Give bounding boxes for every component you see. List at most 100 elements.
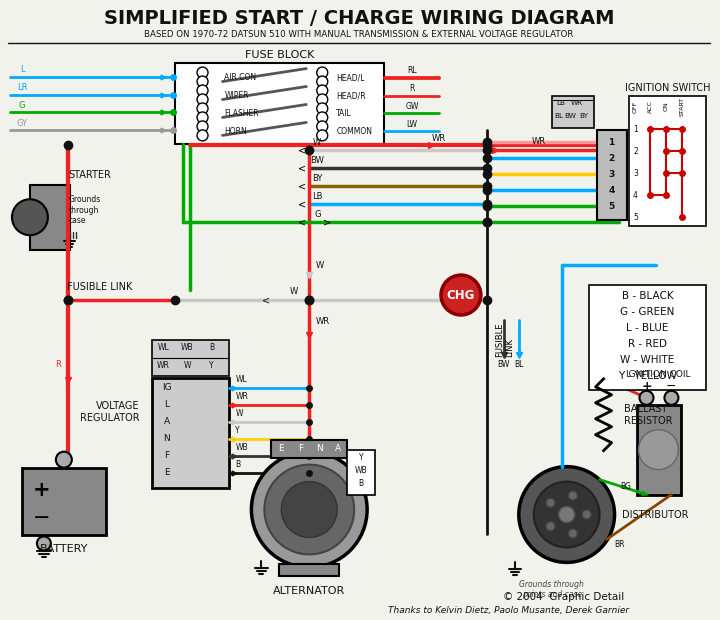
Text: W: W	[235, 409, 243, 419]
Text: IG: IG	[162, 383, 171, 392]
Text: RL: RL	[408, 66, 417, 75]
Text: WIPER: WIPER	[225, 91, 249, 100]
Text: ACC: ACC	[648, 100, 653, 113]
Text: WL: WL	[158, 343, 169, 352]
Text: Thanks to Kelvin Dietz, Paolo Musante, Derek Garnier: Thanks to Kelvin Dietz, Paolo Musante, D…	[388, 606, 629, 615]
Text: WB: WB	[235, 443, 248, 452]
Circle shape	[317, 121, 328, 132]
Text: W - WHITE: W - WHITE	[621, 355, 675, 365]
Text: <: <	[298, 199, 306, 209]
Circle shape	[534, 482, 600, 547]
Text: BL: BL	[554, 113, 563, 120]
Text: COMMON: COMMON	[336, 127, 372, 136]
Text: R - RED: R - RED	[628, 339, 667, 349]
Text: WR: WR	[315, 317, 329, 327]
Text: ON: ON	[664, 102, 669, 112]
Circle shape	[197, 94, 208, 105]
Bar	[589, 285, 706, 390]
Text: 3: 3	[608, 170, 615, 179]
Circle shape	[56, 451, 72, 467]
Text: BASED ON 1970-72 DATSUN 510 WITH MANUAL TRANSMISSION & EXTERNAL VOLTAGE REGULATO: BASED ON 1970-72 DATSUN 510 WITH MANUAL …	[145, 30, 574, 39]
Text: FUSE BLOCK: FUSE BLOCK	[245, 50, 314, 60]
Text: DISTRIBUTOR: DISTRIBUTOR	[621, 510, 688, 520]
Text: 1: 1	[608, 138, 615, 147]
Text: −: −	[33, 508, 50, 528]
Text: B - BLACK: B - BLACK	[621, 291, 673, 301]
Text: <: <	[298, 217, 306, 227]
Circle shape	[12, 199, 48, 235]
Text: Y: Y	[235, 426, 240, 435]
Circle shape	[665, 391, 678, 405]
Text: E: E	[163, 468, 169, 477]
Text: W: W	[290, 286, 298, 296]
Circle shape	[197, 67, 208, 78]
Bar	[347, 450, 375, 495]
Text: N: N	[316, 444, 323, 453]
Text: W: W	[184, 361, 192, 370]
Text: OFF: OFF	[633, 100, 638, 113]
Text: IGNITION COIL: IGNITION COIL	[626, 370, 690, 379]
Text: L: L	[164, 401, 169, 409]
Text: B: B	[209, 343, 214, 352]
Text: FLASHER: FLASHER	[225, 109, 259, 118]
Text: 3: 3	[633, 169, 638, 178]
Text: VOLTAGE: VOLTAGE	[96, 401, 140, 411]
Text: WL: WL	[235, 375, 247, 384]
Text: BG: BG	[621, 482, 631, 491]
Circle shape	[546, 522, 555, 531]
Text: Y: Y	[210, 361, 214, 370]
Text: >: >	[323, 217, 331, 227]
Circle shape	[317, 85, 328, 96]
Circle shape	[251, 451, 367, 567]
Text: LR: LR	[17, 83, 27, 92]
Text: A: A	[335, 444, 341, 453]
Text: WR: WR	[432, 134, 446, 143]
Text: STARTER: STARTER	[69, 170, 112, 180]
Text: TAIL: TAIL	[336, 109, 352, 118]
Text: 5: 5	[608, 202, 615, 211]
Text: HEAD/R: HEAD/R	[336, 91, 366, 100]
Text: W: W	[313, 138, 321, 147]
Text: Y - YELLOW: Y - YELLOW	[618, 371, 677, 381]
Circle shape	[317, 130, 328, 141]
Text: ALTERNATOR: ALTERNATOR	[273, 587, 346, 596]
Text: G - GREEN: G - GREEN	[621, 307, 675, 317]
Text: Grounds
through
case: Grounds through case	[69, 195, 101, 225]
Text: 1: 1	[633, 125, 638, 134]
Circle shape	[441, 275, 481, 315]
Circle shape	[317, 112, 328, 123]
Text: R: R	[410, 84, 415, 93]
Text: +: +	[642, 380, 652, 393]
Text: Grounds through
points and case: Grounds through points and case	[519, 580, 584, 599]
Text: L: L	[19, 65, 24, 74]
Circle shape	[197, 76, 208, 87]
Text: GY: GY	[17, 119, 27, 128]
Circle shape	[264, 464, 354, 554]
Text: B: B	[235, 460, 240, 469]
Bar	[636, 405, 681, 495]
Text: F: F	[164, 451, 169, 460]
Bar	[152, 378, 230, 487]
Text: BALLAST
RESISTOR: BALLAST RESISTOR	[624, 404, 672, 425]
Text: G: G	[314, 210, 320, 219]
Circle shape	[546, 498, 555, 507]
Text: −: −	[666, 380, 677, 393]
Circle shape	[559, 507, 575, 523]
Text: B: B	[359, 479, 364, 488]
Text: WR: WR	[531, 137, 546, 146]
Text: BR: BR	[615, 540, 625, 549]
Bar	[152, 340, 230, 376]
Circle shape	[317, 67, 328, 78]
Text: >: >	[305, 295, 313, 305]
Text: BW: BW	[498, 360, 510, 370]
Text: WR: WR	[157, 361, 170, 370]
Text: START: START	[680, 97, 685, 116]
Text: BATTERY: BATTERY	[40, 544, 88, 554]
Text: 4: 4	[633, 191, 638, 200]
Text: WB: WB	[181, 343, 194, 352]
Text: N: N	[163, 434, 170, 443]
Bar	[271, 440, 347, 458]
Text: IGNITION SWITCH: IGNITION SWITCH	[625, 82, 710, 92]
Text: BY: BY	[579, 113, 588, 120]
Text: <: <	[298, 145, 306, 156]
